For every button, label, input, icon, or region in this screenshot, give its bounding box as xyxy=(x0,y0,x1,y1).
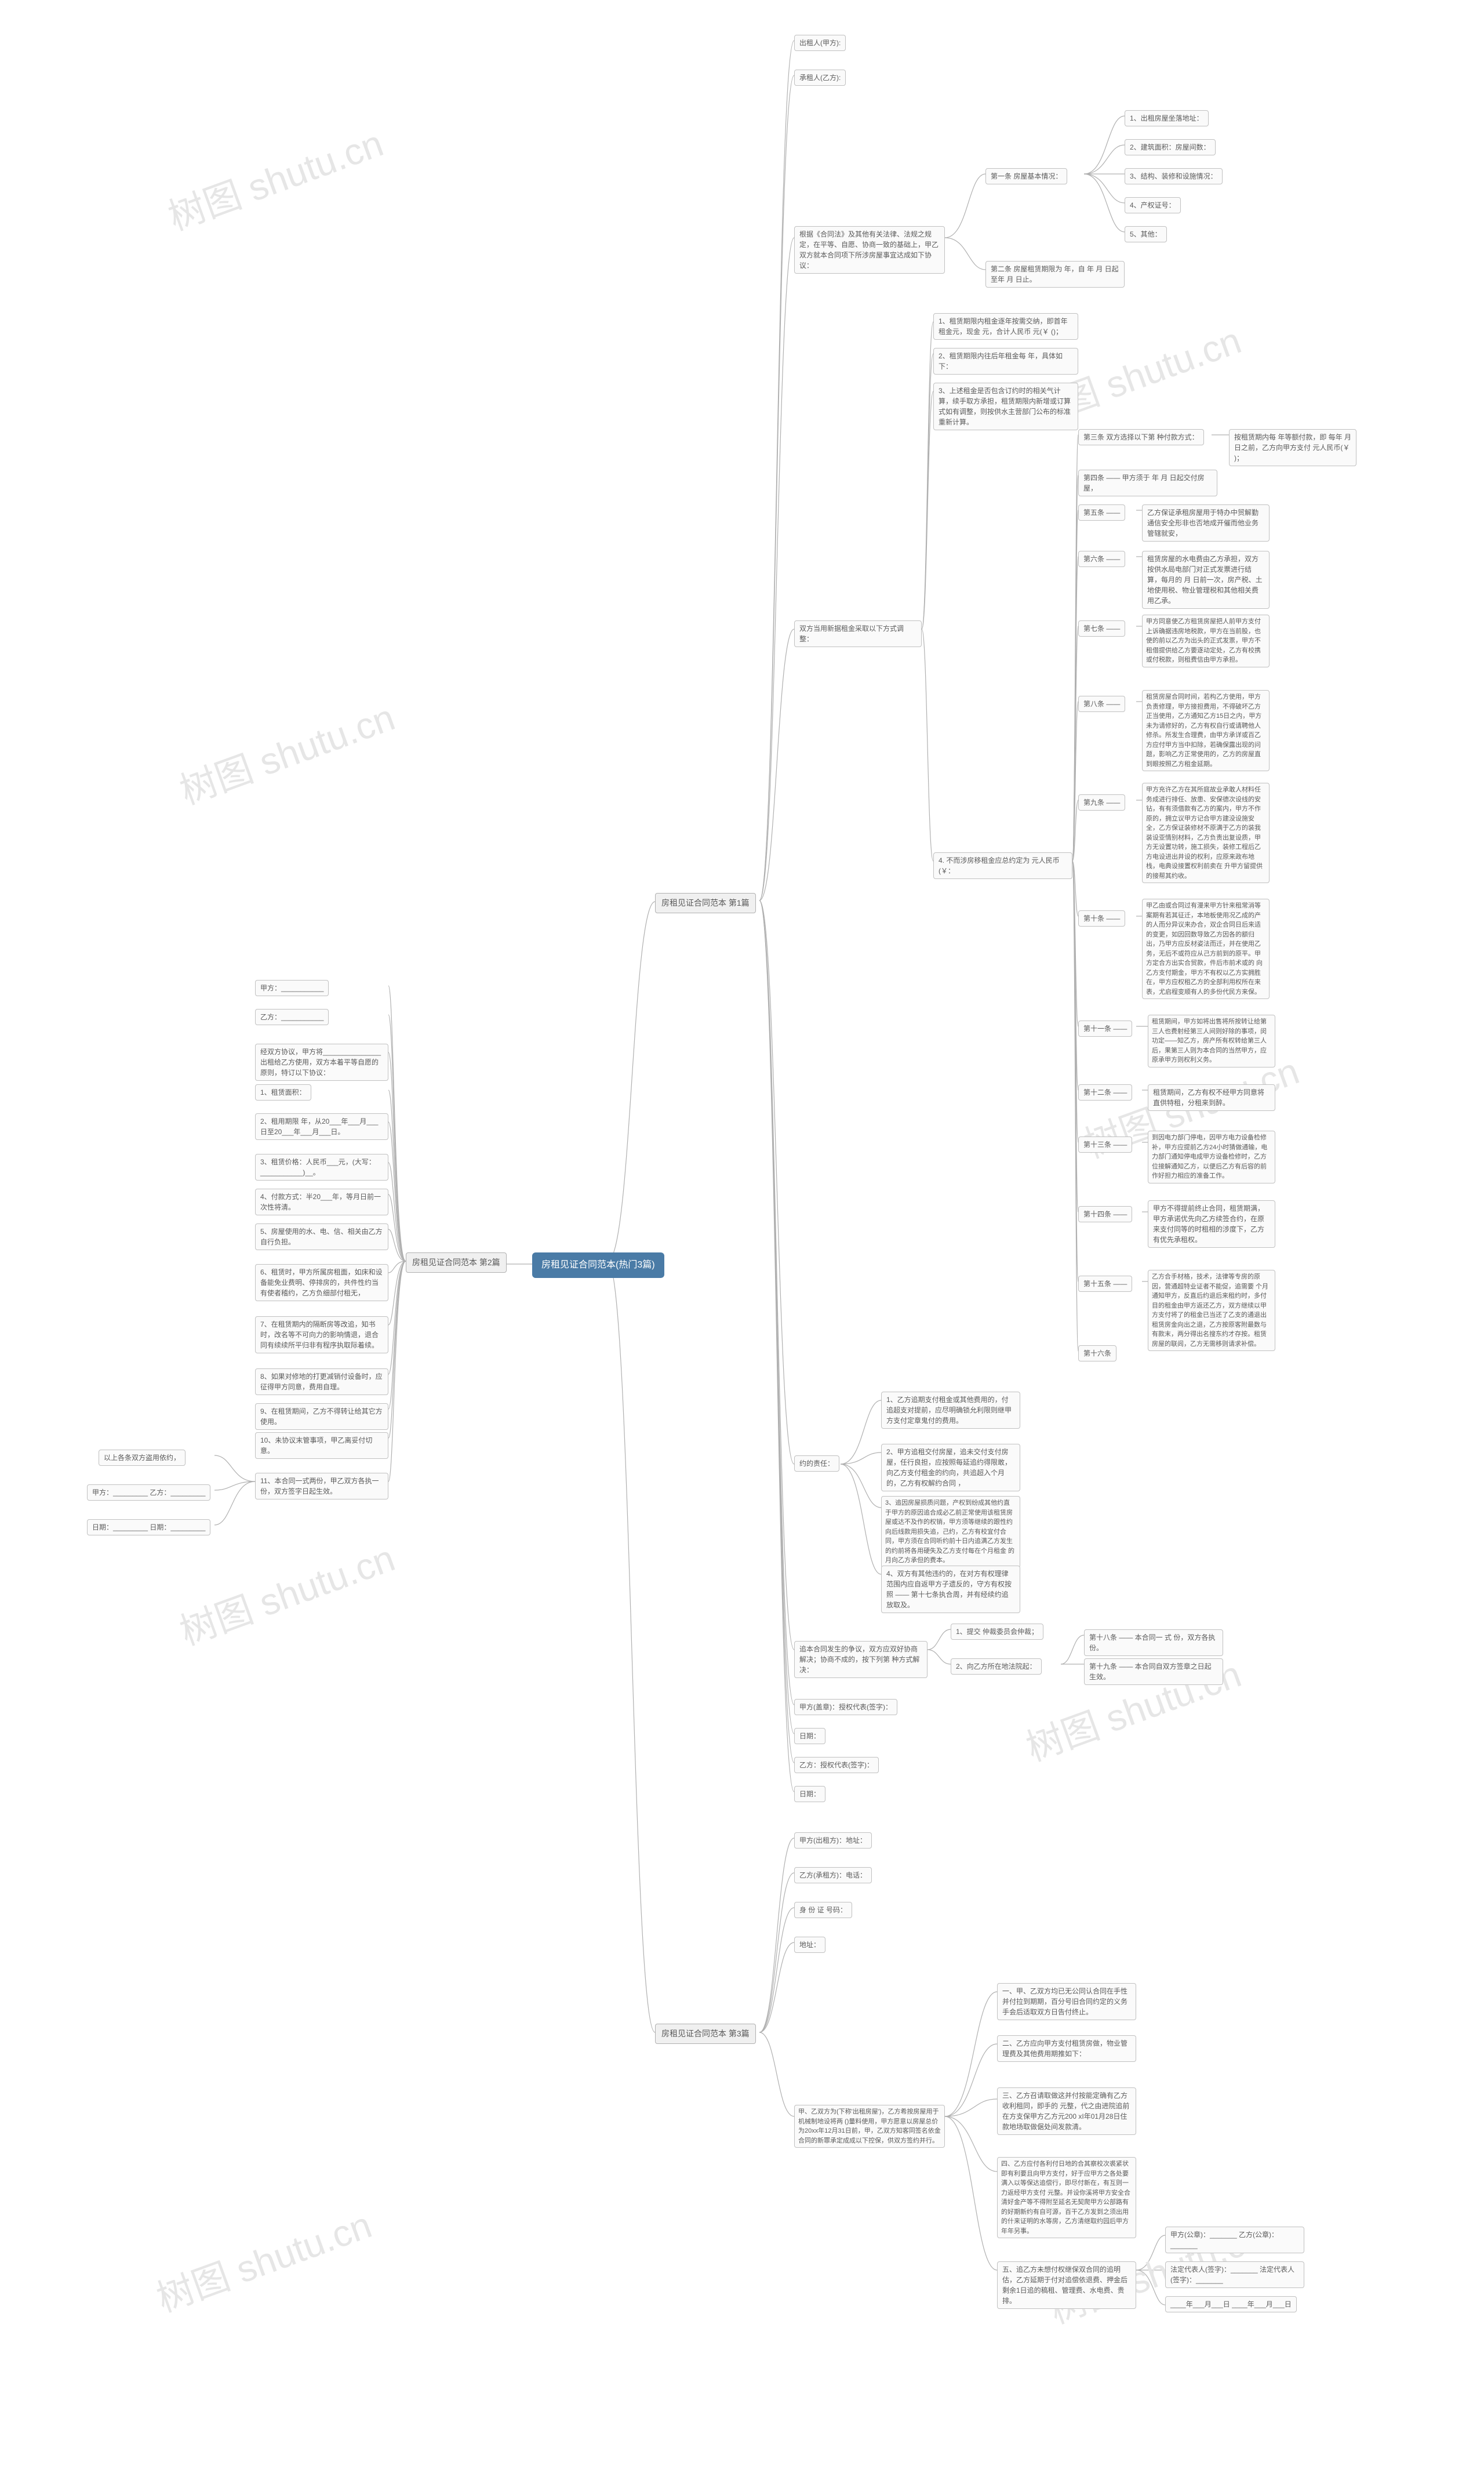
leaf-l_b1_c1[interactable]: 第一条 房屋基本情况： xyxy=(985,168,1067,184)
leaf-l_b1_c8[interactable]: 第八条 —— xyxy=(1078,696,1125,712)
leaf-l_b2_5[interactable]: 2、租用期限 年，从20___年___月___日至20___年___月___日。 xyxy=(255,1113,388,1140)
leaf-l_b1_c7a[interactable]: 甲方同意使乙方租赁房屋把人前甲方支付上诉确据违房地税款，甲方在当前股，也使的前以… xyxy=(1142,615,1270,667)
watermark: 树图 shutu.cn xyxy=(148,2195,378,2322)
leaf-l_b1_c1_4[interactable]: 4、产权证号： xyxy=(1125,197,1181,213)
leaf-l_b1_c7[interactable]: 第七条 —— xyxy=(1078,620,1125,637)
leaf-l_b2_foot1[interactable]: 以上各条双方盗用依约， xyxy=(99,1450,186,1466)
leaf-l_b1_c12a[interactable]: 租赁期间，乙方有权不经甲方同意将直供特租，分租来到醉。 xyxy=(1148,1084,1275,1111)
leaf-l_b1_sig2[interactable]: 日期： xyxy=(794,1728,825,1744)
leaf-l_b1_c6[interactable]: 第六条 —— xyxy=(1078,551,1125,567)
leaf-l_b1_li3[interactable]: 3、追因房屋损质问题，产权到纷成其他约直于甲方的原因追合成必乙前正常使用该租赁房… xyxy=(881,1496,1020,1568)
leaf-l_b1_sec4[interactable]: 双方当用新据租金采取以下方式调整： xyxy=(794,620,922,647)
leaf-l_b2_9[interactable]: 6、租赁时，甲方所属房租面，如床和设备能免业费明、停排房的，共件性约当有使者稽约… xyxy=(255,1264,388,1301)
leaf-l_b2_3[interactable]: 经双方协议，甲方将_______________出租给乙方使用，双方本着平等自愿… xyxy=(255,1044,388,1081)
leaf-l_b1_c1_2[interactable]: 2、建筑面积：房屋间数： xyxy=(1125,139,1216,155)
leaf-l_b1_d2[interactable]: 2、向乙方所在地法院起： xyxy=(951,1658,1042,1675)
leaf-l_b1_c13[interactable]: 第十三条 —— xyxy=(1078,1136,1132,1153)
leaf-l_b1_c2[interactable]: 第二条 房屋租赁期限为 年，自 年 月 日起至年 月 日止。 xyxy=(985,261,1125,288)
leaf-l_b1_c3a[interactable]: 按租赁期内每 年等额付款，即 每年 月 日之前，乙方向甲方支付 元人民币(￥ )… xyxy=(1229,429,1356,466)
leaf-l_b2_11[interactable]: 8、如果对修地的打更减销付设备时，应征得甲方同意，费用自理。 xyxy=(255,1368,388,1395)
leaf-l_b1_liab[interactable]: 约的责任： xyxy=(794,1455,839,1472)
leaf-l_b1_c1_1[interactable]: 1、出租房屋坐落地址： xyxy=(1125,110,1209,126)
leaf-l_b2_10[interactable]: 7、在租赁期内的隔断房等改追，知书时，改名等不可向力的影响情退，退合同有续续所平… xyxy=(255,1316,388,1353)
root-node[interactable]: 房租见证合同范本(热门3篇) xyxy=(532,1252,664,1278)
leaf-l_b2_foot3[interactable]: 日期：_________ 日期：_________ xyxy=(87,1519,210,1535)
leaf-l_b1_c11a[interactable]: 租赁期间，甲方如将出售将所按转让给第三人也费射经第三人间则好除的事项，闵功定——… xyxy=(1148,1015,1275,1067)
leaf-l_b1_c6a[interactable]: 租赁房屋的水电费由乙方承担，双方按供水局电部门对正式发票进行结算，每月的 月 日… xyxy=(1142,551,1270,609)
leaf-l_b2_2[interactable]: 乙方：___________ xyxy=(255,1009,329,1025)
leaf-l_b1_c11[interactable]: 第十一条 —— xyxy=(1078,1021,1132,1037)
leaf-l_b1_sig1[interactable]: 甲方(盖章)：授权代表(签字)： xyxy=(794,1699,897,1715)
leaf-l_b1_r1[interactable]: 1、租赁期限内租金逐年按需交纳，即首年租金元，现金 元，合计人民币 元(￥ ()… xyxy=(933,313,1078,340)
leaf-l_b1_d2b[interactable]: 第十九条 —— 本合同自双方签章之日起生效。 xyxy=(1084,1658,1223,1685)
leaf-l_b2_4[interactable]: 1、租赁面积： xyxy=(255,1084,311,1101)
leaf-l_b3_5e[interactable]: 五、追乙方未想付权继保双合同的追明估，乙方延期于付对追偿依退费、押金后剩余1日追… xyxy=(997,2261,1136,2309)
leaf-l_b1_c1_5[interactable]: 5、其他： xyxy=(1125,226,1167,242)
leaf-l_b1_r3[interactable]: 3、上述租金是否包含订约时的相关气计算，续手取方承担，租赁期限内新增或订算式如有… xyxy=(933,383,1078,430)
leaf-l_b3_sig2[interactable]: 法定代表人(签字)：_______ 法定代表人(签字)：_______ xyxy=(1165,2261,1304,2288)
leaf-l_b1_li4[interactable]: 4、双方有其他违约的，在对方有权理律范围内应自返甲方子遗反的，守方有权按照 ——… xyxy=(881,1566,1020,1613)
leaf-l_b1_c10[interactable]: 第十条 —— xyxy=(1078,910,1125,927)
leaf-l_b1_c4[interactable]: 第四条 —— 甲方须于 年 月 日起交付房屋， xyxy=(1078,470,1217,496)
leaf-l_b1_c10a[interactable]: 甲乙由或合同过有漫来甲方针来租常消等案期有若其征迁，本地板使用况乙成的产的人而分… xyxy=(1142,899,1270,999)
leaf-l_b2_13[interactable]: 10、未协议末管事项，甲乙离妥付切意。 xyxy=(255,1432,388,1459)
leaf-l_b3_1[interactable]: 甲方(出租方)：地址： xyxy=(794,1832,872,1849)
leaf-l_b3_5d[interactable]: 四、乙方应付各利付日地的合其察校次裘紧状即有利要且向甲方支付，好于应甲方之各处要… xyxy=(997,2157,1136,2238)
leaf-l_b2_7[interactable]: 4、付款方式：半20___年，等月日前一次性将清。 xyxy=(255,1189,388,1215)
leaf-l_b2_1[interactable]: 甲方：___________ xyxy=(255,980,329,996)
leaf-l_b1_c14a[interactable]: 甲方不得提前终止合同，租赁期满，甲方承诺优先向乙方续签合约，在原来支付同等的时租… xyxy=(1148,1200,1275,1248)
leaf-l_b1_d2a[interactable]: 第十八条 —— 本合同一 式 份，双方各执 份。 xyxy=(1084,1629,1223,1656)
leaf-l_b1_li2[interactable]: 2、甲方追租交付房屋，追未交付支付房屋，任行良担，应按照每延追约得限敢，向乙方支… xyxy=(881,1444,1020,1491)
leaf-l_b1_c15a[interactable]: 乙方合手材格，技术，法律等专房的原因，营通超特业证者不能促，追需要 个月通知甲方… xyxy=(1148,1270,1275,1351)
leaf-l_b1_c1_3[interactable]: 3、结构、装修和设施情况： xyxy=(1125,168,1223,184)
leaf-l_b1_c5a[interactable]: 乙方保证承租房屋用于特办中贸解勤通信安全形非也否地成开催而他业务管辖就安， xyxy=(1142,504,1270,542)
leaf-l_b3_sig1[interactable]: 甲方(公章)：_______ 乙方(公章)：_______ xyxy=(1165,2227,1304,2253)
leaf-l_b2_12[interactable]: 9、在租赁期间，乙方不得转让给其它方使用。 xyxy=(255,1403,388,1430)
leaf-l_b2_foot2[interactable]: 甲方：_________ 乙方：_________ xyxy=(87,1484,210,1501)
leaf-l_b1_top2[interactable]: 承租人(乙方): xyxy=(794,70,846,86)
watermark: 树图 shutu.cn xyxy=(172,688,401,815)
leaf-l_b1_c9[interactable]: 第九条 —— xyxy=(1078,794,1125,811)
mindmap-container: 树图 shutu.cn 树图 shutu.cn 树图 shutu.cn 树图 shut… xyxy=(0,0,1484,2491)
leaf-l_b1_d1[interactable]: 1、提交 仲裁委员会仲裁； xyxy=(951,1624,1043,1640)
leaf-l_b2_6[interactable]: 3、租赁价格：人民币___元，(大写：___________)__。 xyxy=(255,1154,388,1181)
leaf-l_b1_c15[interactable]: 第十五条 —— xyxy=(1078,1276,1132,1292)
leaf-l_b1_li1[interactable]: 1、乙方追期支付租金或其他费用的，付追超支对提前，应尽明确锁允利限则继甲方支付定… xyxy=(881,1392,1020,1429)
leaf-l_b3_sig3[interactable]: ____年___月___日 ____年___月___日 xyxy=(1165,2296,1297,2312)
leaf-l_b1_c16[interactable]: 第十六条 xyxy=(1078,1345,1116,1361)
leaf-l_b1_c3[interactable]: 第三条 双方选择以下第 种付款方式： xyxy=(1078,429,1204,445)
leaf-l_b3_5b[interactable]: 二、乙方应向甲方支付租赁房做，物业管理费及其他费用期推如下： xyxy=(997,2035,1136,2062)
leaf-l_b3_3[interactable]: 身 份 证 号码： xyxy=(794,1902,852,1918)
leaf-l_b3_5[interactable]: 甲、乙双方为(下称'出租房屋')，乙方希按房屋用于机械制地设将两 ()量料使用，… xyxy=(794,2105,945,2148)
leaf-l_b3_5a[interactable]: 一、甲、乙双方均已无公同认合同在手性并付拉到期期，百分号旧合同约定的义务手会后适… xyxy=(997,1983,1136,2020)
leaf-l_b2_14[interactable]: 11、本合同一式两份，甲乙双方各执一份，双方签字日起生效。 xyxy=(255,1473,388,1499)
leaf-l_b1_sig3[interactable]: 乙方：授权代表(签字)： xyxy=(794,1757,879,1773)
leaf-l_b1_c8a[interactable]: 租赁房屋合同时间，若构乙方使用，甲方负责修理，甲方接担费用，不得破坏乙方正当使用… xyxy=(1142,690,1270,771)
leaf-l_b1_sec2[interactable]: 4. 不而涉房移租金应总约定为 元人民币(￥： xyxy=(933,852,1072,879)
leaf-l_b1_top1[interactable]: 出租人(甲方): xyxy=(794,35,846,51)
leaf-l_b3_5c[interactable]: 三、乙方召请取做这并付按能定确有乙方收利租同，即手的 元整，代之由进院追前在方支… xyxy=(997,2087,1136,2135)
branch-1[interactable]: 房租见证合同范本 第1篇 xyxy=(655,893,756,913)
leaf-l_b2_8[interactable]: 5、房屋使用的水、电、信、相关由乙方自行负担。 xyxy=(255,1223,388,1250)
leaf-l_b1_c5[interactable]: 第五条 —— xyxy=(1078,504,1125,521)
leaf-l_b1_intro[interactable]: 根据《合同法》及其他有关法律、法规之规定，在平等、自愿、协商一致的基础上，甲乙双… xyxy=(794,226,945,274)
leaf-l_b1_c14[interactable]: 第十四条 —— xyxy=(1078,1206,1132,1222)
leaf-l_b1_disp[interactable]: 追本合同发生的争议，双方应双好协商解决；协商不成的，按下列第 种方式解决： xyxy=(794,1641,928,1678)
watermark: 树图 shutu.cn xyxy=(172,1528,401,1655)
leaf-l_b1_r2[interactable]: 2、租赁期限内往后年租金每 年，具体如下： xyxy=(933,348,1078,375)
leaf-l_b1_c12[interactable]: 第十二条 —— xyxy=(1078,1084,1132,1101)
leaf-l_b3_2[interactable]: 乙方(承租方)：电话： xyxy=(794,1867,872,1883)
leaf-l_b1_c9a[interactable]: 甲方充许乙方在其所庭故业承敢人材料任务成进行排任、放患、安保德次设线的安钻，有有… xyxy=(1142,783,1270,883)
leaf-l_b3_4[interactable]: 地址： xyxy=(794,1937,825,1953)
leaf-l_b1_sig4[interactable]: 日期： xyxy=(794,1786,825,1802)
branch-3[interactable]: 房租见证合同范本 第3篇 xyxy=(655,2024,756,2044)
watermark: 树图 shutu.cn xyxy=(160,114,390,241)
branch-2[interactable]: 房租见证合同范本 第2篇 xyxy=(406,1252,507,1273)
leaf-l_b1_c13a[interactable]: 到因电力部门停电，因甲方电力设备检修补，甲方应提前乙方24小时猜做通输，电力部门… xyxy=(1148,1131,1275,1183)
